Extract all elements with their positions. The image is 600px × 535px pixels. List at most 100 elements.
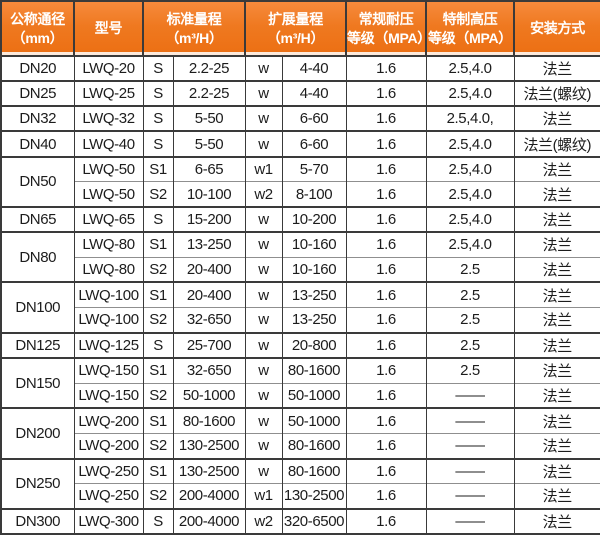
table-row: DN50 LWQ-50 S1 6-65 w1 5-70 1.6 2.5,4.0 法兰: [0, 155, 600, 207]
cell-ext: 5-70: [281, 155, 346, 182]
cell-dn: DN100: [0, 281, 74, 333]
cell-np: 1.6: [345, 483, 426, 509]
table-row: DN80 LWQ-80 S1 13-250 w 10-160 1.6 2.5,4.0 法兰: [0, 231, 600, 283]
cell-s-code: S2: [142, 483, 173, 509]
col-header-install: 安装方式: [513, 0, 600, 57]
cell-w-code: w: [244, 407, 282, 434]
cell-w-code: w: [244, 382, 282, 409]
cell-install: 法兰: [513, 432, 600, 459]
cell-np: 1.6: [345, 105, 426, 132]
cell-w-code: w: [244, 331, 282, 358]
cell-ext: 10-200: [281, 205, 346, 233]
cell-model: LWQ-80: [73, 231, 143, 258]
cell-std: 200-4000: [172, 483, 245, 509]
cell-model: LWQ-300: [73, 507, 143, 534]
cell-dn: DN40: [0, 130, 74, 157]
cell-s-code: S: [142, 331, 173, 358]
cell-ext: 4-40: [281, 80, 346, 107]
cell-ext: 320-6500: [281, 507, 346, 534]
table-row: DN100 LWQ-100 S1 20-400 w 13-250 1.6 2.5 法兰: [0, 281, 600, 333]
cell-hp: 2.5,4.0: [425, 155, 514, 182]
cell-s-code: S1: [142, 281, 173, 308]
cell-hp: 2.5: [425, 307, 514, 333]
cell-ext: 50-1000: [281, 382, 346, 409]
cell-hp: 2.5,4.0: [425, 181, 514, 207]
col-header-np-line1: 常规耐压: [358, 10, 414, 27]
cell-dn: DN200: [0, 407, 74, 459]
cell-np: 1.6: [345, 205, 426, 233]
cell-ext: 80-1600: [281, 432, 346, 459]
cell-model: LWQ-100: [73, 307, 143, 333]
cell-ext: 10-160: [281, 256, 346, 283]
col-header-high-pressure: 特制高压 等级（MPA）: [425, 0, 515, 57]
col-header-hp-line1: 特制高压: [442, 10, 498, 27]
cell-ext: 10-160: [281, 231, 346, 258]
cell-hp: 2.5,4.0: [425, 205, 514, 233]
cell-np: 1.6: [345, 54, 426, 82]
cell-s-code: S: [142, 130, 173, 157]
cell-std: 6-65: [172, 155, 245, 182]
cell-w-code: w: [244, 205, 282, 233]
table-row: DN150 LWQ-150 S1 32-650 w 80-1600 1.6 2.5 法兰: [0, 356, 600, 409]
cell-std: 50-1000: [172, 382, 245, 409]
col-header-model-line1: 型号: [94, 20, 123, 36]
cell-dn: DN65: [0, 205, 74, 233]
cell-np: 1.6: [345, 331, 426, 358]
cell-install: 法兰: [513, 507, 600, 534]
cell-install: 法兰: [513, 181, 600, 207]
cell-np: 1.6: [345, 507, 426, 534]
cell-np: 1.6: [345, 307, 426, 333]
cell-s-code: S2: [142, 432, 173, 459]
cell-ext: 13-250: [281, 281, 346, 308]
cell-install: 法兰: [513, 155, 600, 182]
cell-dn: DN150: [0, 356, 74, 409]
cell-ext: 13-250: [281, 307, 346, 333]
cell-w-code: w: [244, 231, 282, 258]
cell-w-code: w: [244, 432, 282, 459]
cell-s-code: S1: [142, 231, 173, 258]
cell-std: 5-50: [172, 130, 245, 157]
cell-dn: DN25: [0, 80, 74, 107]
cell-install: 法兰: [513, 457, 600, 484]
cell-std: 13-250: [172, 231, 245, 258]
cell-std: 2.2-25: [172, 80, 245, 107]
cell-w-code: w: [244, 54, 282, 82]
cell-model: LWQ-250: [73, 483, 143, 509]
cell-install: 法兰: [513, 231, 600, 258]
cell-np: 1.6: [345, 432, 426, 459]
cell-np: 1.6: [345, 130, 426, 157]
cell-s-code: S: [142, 54, 173, 82]
cell-w-code: w: [244, 105, 282, 132]
cell-install: 法兰: [513, 105, 600, 132]
cell-np: 1.6: [345, 457, 426, 484]
table-row: DN40 LWQ-40 S 5-50 w 6-60 1.6 2.5,4.0 法兰(螺纹): [0, 130, 600, 157]
col-header-std-range: 标准量程 （m³/H）: [142, 0, 246, 57]
table-row: LWQ-50 S2 10-100 w2 8-100 1.6 2.5,4.0 法兰: [1, 181, 600, 207]
cell-hp: ——: [425, 382, 514, 409]
table-row: DN20 LWQ-20 S 2.2-25 w 4-40 1.6 2.5,4.0 法兰: [0, 54, 600, 82]
cell-s-code: S: [142, 507, 173, 534]
cell-model: LWQ-100: [73, 281, 143, 308]
cell-install: 法兰: [513, 356, 600, 384]
cell-np: 1.6: [345, 382, 426, 409]
table-row: LWQ-200 S2 130-2500 w 80-1600 1.6 —— 法兰: [1, 432, 600, 459]
cell-install: 法兰(螺纹): [513, 130, 600, 157]
col-header-dn-line2: （mm）: [11, 29, 64, 46]
cell-dn: DN80: [0, 231, 74, 283]
cell-w-code: w: [244, 457, 282, 484]
cell-model: LWQ-150: [73, 356, 143, 384]
col-header-dn: 公称通径 （mm）: [0, 0, 75, 57]
cell-s-code: S2: [142, 382, 173, 409]
col-header-normal-pressure: 常规耐压 等级（MPA）: [345, 0, 427, 57]
cell-np: 1.6: [345, 181, 426, 207]
col-header-ext-line1: 扩展量程: [268, 10, 323, 27]
cell-std: 130-2500: [172, 432, 245, 459]
cell-s-code: S2: [142, 256, 173, 283]
table-body: DN20 LWQ-20 S 2.2-25 w 4-40 1.6 2.5,4.0 法兰 DN25 LW…: [0, 54, 600, 534]
cell-install: 法兰: [513, 54, 600, 82]
cell-model: LWQ-200: [73, 407, 143, 434]
cell-hp: 2.5,4.0: [425, 231, 514, 258]
cell-w-code: w1: [244, 483, 282, 509]
cell-hp: ——: [425, 507, 514, 534]
cell-ext: 50-1000: [281, 407, 346, 434]
